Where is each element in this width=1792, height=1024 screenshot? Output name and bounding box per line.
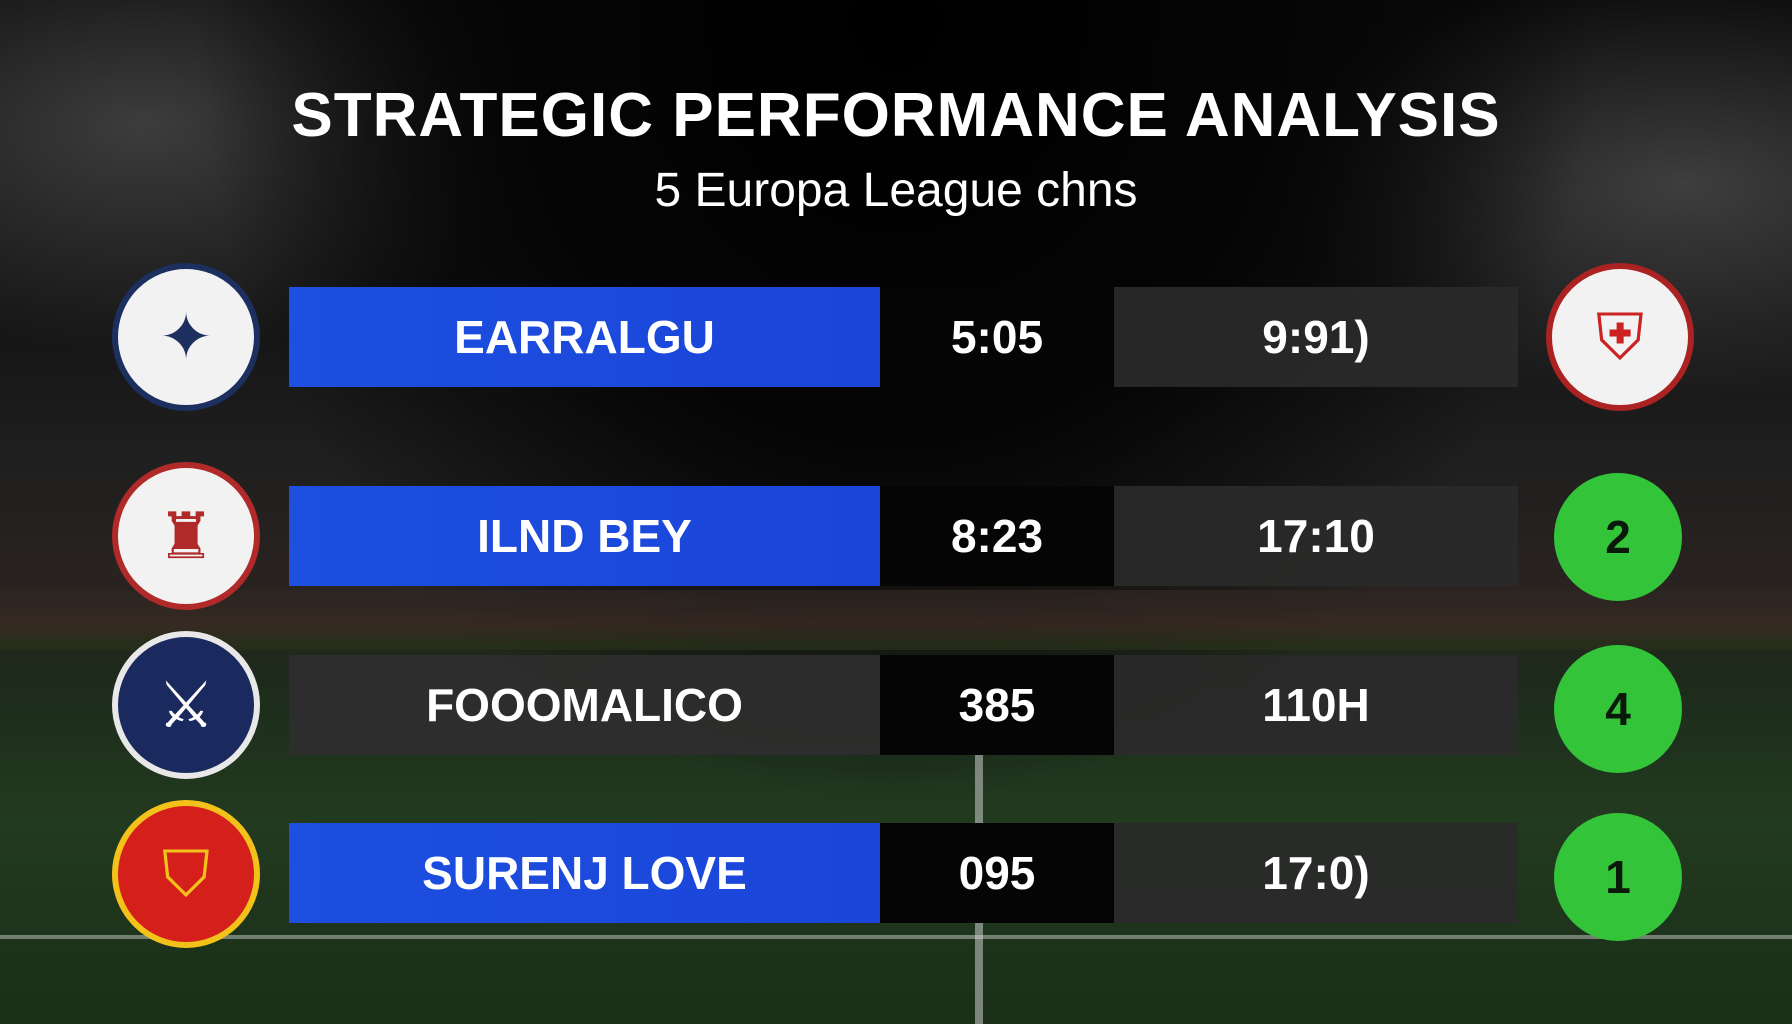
- rank-badge: 1: [1554, 813, 1682, 941]
- page-subtitle: 5 Europa League chns: [654, 164, 1138, 217]
- team-name: EARRALGU: [289, 287, 880, 387]
- stat-value-1: 8:23: [880, 486, 1114, 586]
- stat-value-2: 110H: [1114, 655, 1518, 755]
- team-crest-icon: ⚔: [112, 631, 260, 779]
- stat-value-1: 385: [880, 655, 1114, 755]
- stat-value-1: 5:05: [880, 287, 1114, 387]
- rank-badge: 4: [1554, 645, 1682, 773]
- stat-value-2: 17:10: [1114, 486, 1518, 586]
- page-title: STRATEGIC PERFORMANCE ANALYSIS: [291, 81, 1501, 150]
- stat-value-2: 9:91): [1114, 287, 1518, 387]
- stat-value-1: 095: [880, 823, 1114, 923]
- team-crest-icon: ✦: [112, 263, 260, 411]
- team-name: SURENJ LOVE: [289, 823, 880, 923]
- opponent-crest-icon: ⛨: [1546, 263, 1694, 411]
- stadium-stands: [0, 590, 1792, 650]
- team-name: ILND BEY: [289, 486, 880, 586]
- team-crest-icon: ⛉: [112, 800, 260, 948]
- team-name: FOOOMALICO: [289, 655, 880, 755]
- pitch-line: [0, 935, 1792, 939]
- rank-badge: 2: [1554, 473, 1682, 601]
- stat-value-2: 17:0): [1114, 823, 1518, 923]
- team-crest-icon: ♜: [112, 462, 260, 610]
